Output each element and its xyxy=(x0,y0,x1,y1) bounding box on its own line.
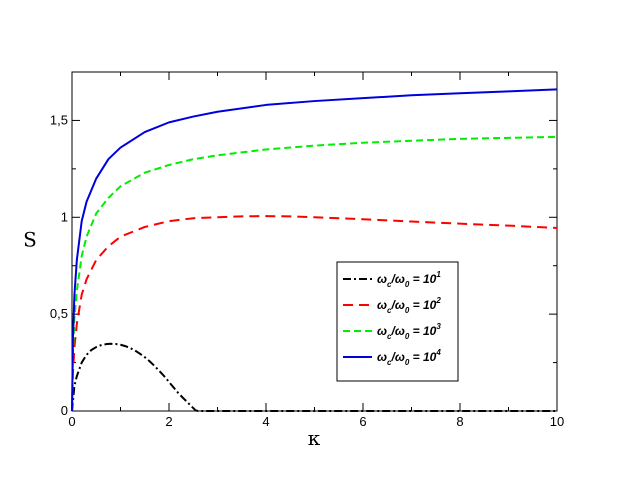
legend-text-part: 0 xyxy=(405,332,410,341)
legend-text-part: c xyxy=(387,332,392,341)
series-line-4 xyxy=(71,88,558,412)
series-layer xyxy=(71,88,558,412)
legend-text-part: c xyxy=(387,306,392,315)
legend-text-part: ω xyxy=(377,324,387,338)
x-tick-label: 6 xyxy=(359,414,366,429)
legend-text-part: c xyxy=(387,280,392,289)
legend-text-part: / xyxy=(390,298,396,312)
legend-text-part: 1 xyxy=(436,270,441,279)
legend-text-part: ω xyxy=(377,350,387,364)
x-tick-label: 0 xyxy=(68,414,75,429)
series-line-3 xyxy=(71,135,558,412)
legend-label-2: ωc/ω0 = 102 xyxy=(377,296,441,315)
x-tick-label: 2 xyxy=(165,414,172,429)
y-tick-label: 0,5 xyxy=(50,306,68,321)
legend-label-1: ωc/ω0 = 101 xyxy=(377,270,441,289)
legend-text-part: ω xyxy=(395,350,405,364)
y-axis-label: S xyxy=(23,228,37,252)
legend-text-part: / xyxy=(390,272,396,286)
series-line-1 xyxy=(71,342,557,412)
x-axis-label: κ xyxy=(308,426,321,450)
legend-text-part: 0 xyxy=(405,358,410,367)
legend-text-part: c xyxy=(387,358,392,367)
x-tick-label: 8 xyxy=(456,414,463,429)
legend-text-part: / xyxy=(390,324,396,338)
legend-text-part: ω xyxy=(395,324,405,338)
legend-box xyxy=(336,261,459,382)
legend-text-part: 0 xyxy=(405,306,410,315)
legend-text-part: / xyxy=(390,350,396,364)
legend-text-part: 0 xyxy=(405,280,410,289)
legend-text-part: ω xyxy=(377,298,387,312)
legend-text-part: 3 xyxy=(436,322,441,331)
y-tick-label: 1,5 xyxy=(50,112,68,127)
legend-text-part: = 10 xyxy=(409,272,436,286)
legend-label-3: ωc/ω0 = 103 xyxy=(377,322,441,341)
legend-text-part: = 10 xyxy=(409,350,436,364)
x-tick-label: 10 xyxy=(550,414,564,429)
y-tick-label: 0 xyxy=(61,403,68,418)
legend-text-part: ω xyxy=(395,272,405,286)
legend-text-part: ω xyxy=(395,298,405,312)
legend-text-part: 2 xyxy=(435,296,441,305)
series-line-2 xyxy=(71,215,558,412)
legend-label-4: ωc/ω0 = 104 xyxy=(377,348,441,367)
plot-frame xyxy=(71,71,558,412)
legend-text-part: 4 xyxy=(435,348,441,357)
y-tick-label: 1 xyxy=(61,209,68,224)
legend-text-part: = 10 xyxy=(409,298,436,312)
x-tick-label: 4 xyxy=(262,414,269,429)
legend-text-part: = 10 xyxy=(409,324,436,338)
legend-text-part: ω xyxy=(377,272,387,286)
